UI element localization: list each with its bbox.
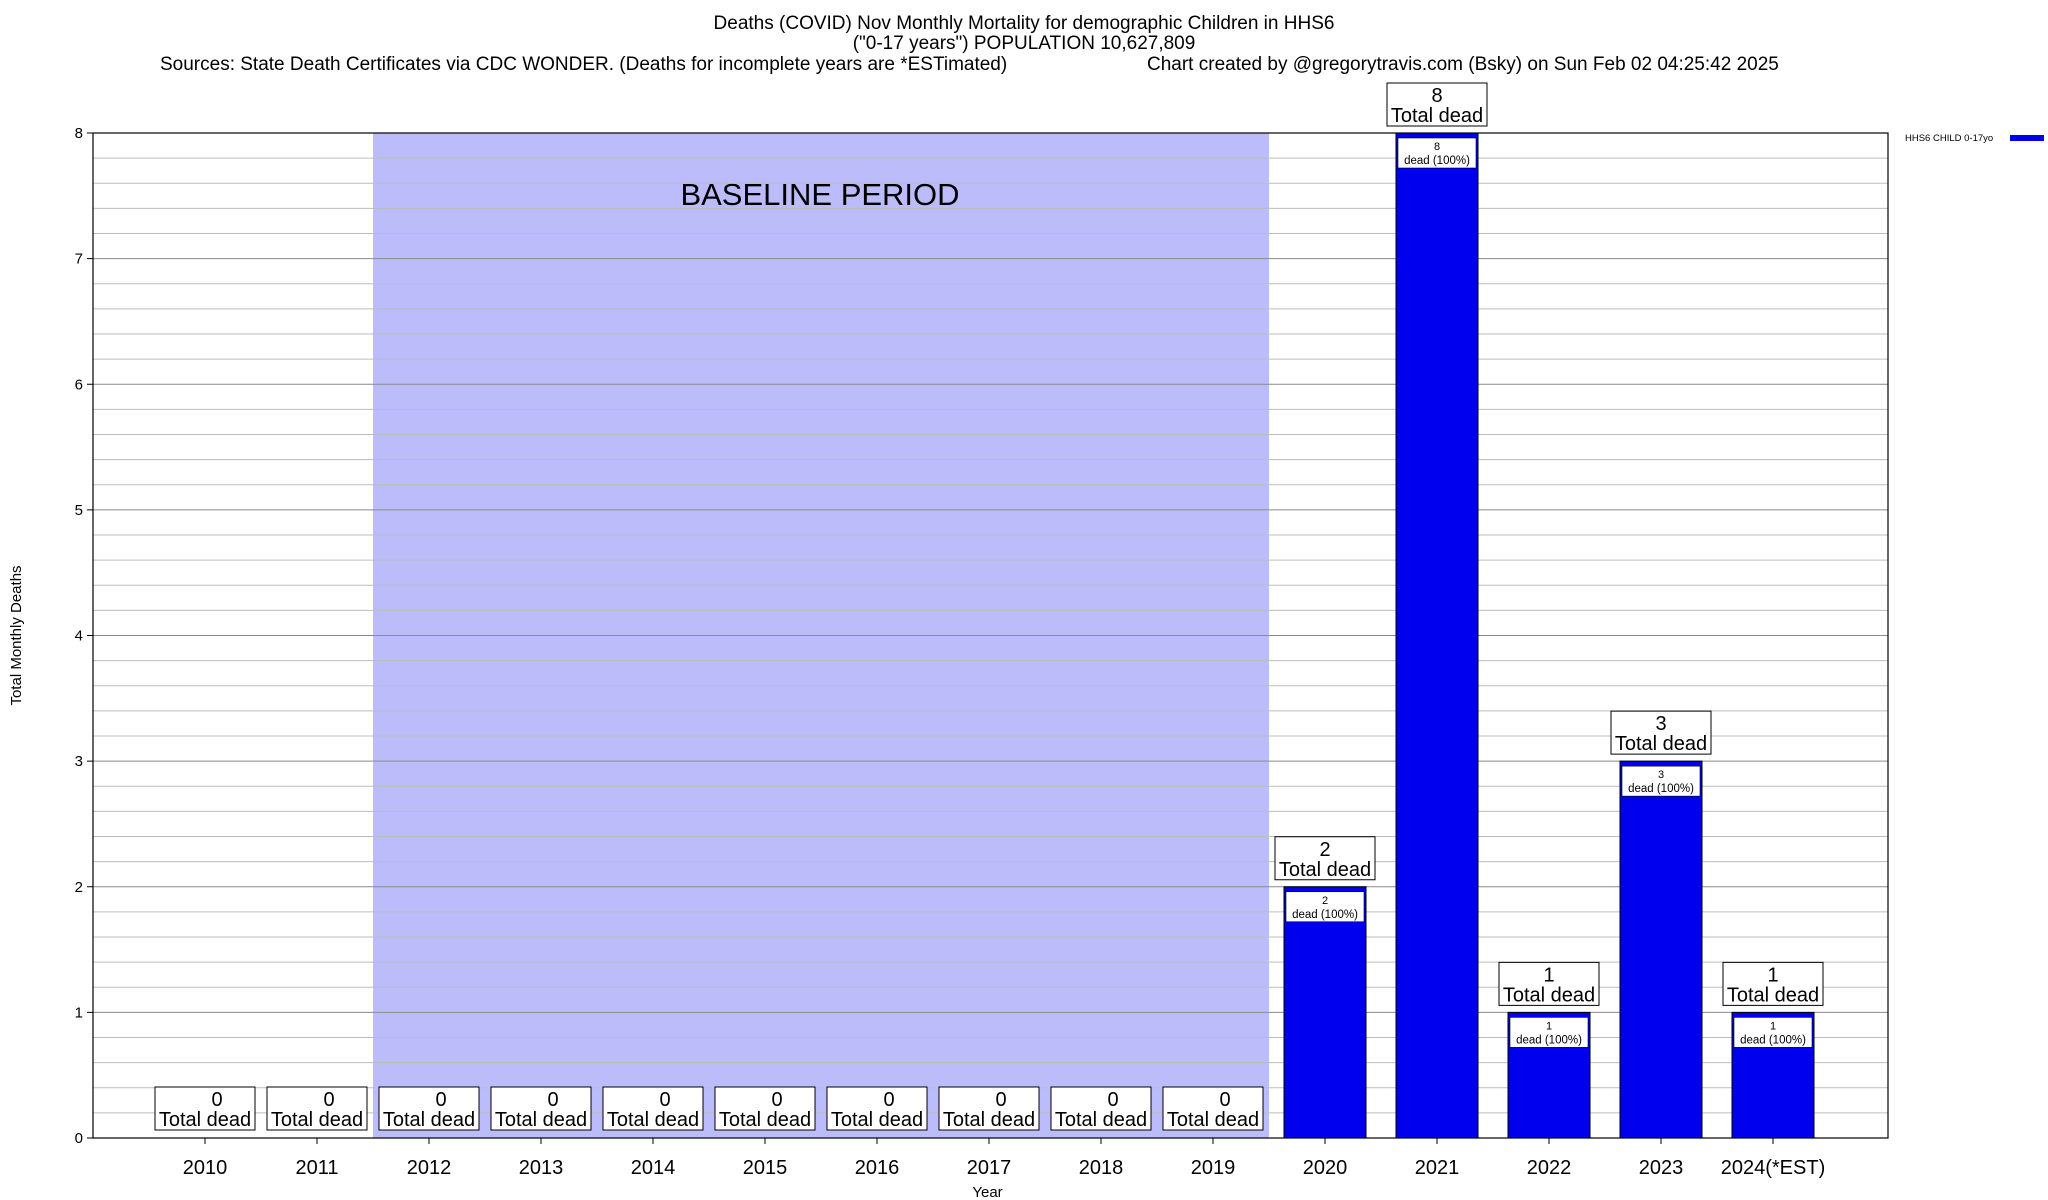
bar-inner-label-box: [1285, 891, 1365, 923]
total-dead-label: Total dead: [1055, 1109, 1147, 1131]
x-tick-label: 2011: [295, 1157, 338, 1179]
total-value-label: 0: [211, 1089, 222, 1111]
x-tick-label: 2012: [407, 1157, 452, 1179]
total-dead-label: Total dead: [1727, 984, 1819, 1006]
total-dead-label: Total dead: [1503, 984, 1595, 1006]
legend-label: HHS6 CHILD 0-17yo: [1905, 133, 1993, 144]
x-tick-label: 2014: [631, 1157, 676, 1179]
x-tick-label: 2016: [855, 1157, 900, 1179]
y-tick-label: 6: [75, 376, 83, 393]
total-label-box: [266, 1086, 368, 1131]
chart-title-line-2: ("0-17 years") POPULATION 10,627,809: [852, 33, 1196, 54]
x-tick-label: 2022: [1527, 1157, 1572, 1179]
bar-inner-label-box: [1397, 137, 1477, 169]
x-tick-label: 2021: [1415, 1157, 1460, 1179]
bar-inner-label-box: [1733, 1017, 1813, 1048]
chart-title: Deaths (COVID) Nov Monthly Mortality for…: [0, 14, 2048, 54]
total-value-label: 0: [1107, 1089, 1118, 1111]
y-tick-label: 8: [75, 125, 83, 142]
legend-swatch: [2010, 135, 2044, 141]
y-tick-label: 4: [75, 628, 83, 645]
bar: [1619, 760, 1703, 1139]
total-dead-label: Total dead: [159, 1109, 251, 1131]
y-tick-label: 0: [75, 1130, 83, 1147]
x-tick-label: 2019: [1191, 1157, 1236, 1179]
total-value-label: 0: [771, 1089, 782, 1111]
bar-inner-value-label: 3: [1658, 769, 1664, 781]
total-dead-label: Total dead: [607, 1109, 699, 1131]
bar-inner-percent-label: dead (100%): [1292, 909, 1358, 921]
y-tick-label: 7: [75, 251, 83, 268]
y-tick-label: 1: [75, 1004, 83, 1021]
x-tick-label: 2024(*EST): [1721, 1157, 1826, 1179]
total-value-label: 0: [323, 1089, 334, 1111]
total-label-box: [1722, 961, 1824, 1006]
total-value-label: 1: [1767, 964, 1778, 986]
total-value-label: 0: [1219, 1089, 1230, 1111]
total-value-label: 0: [995, 1089, 1006, 1111]
bar-inner-percent-label: dead (100%): [1628, 783, 1694, 795]
total-value-label: 2: [1319, 839, 1330, 861]
total-value-label: 0: [883, 1089, 894, 1111]
bar-inner-percent-label: dead (100%): [1516, 1034, 1582, 1046]
chart-source: Sources: State Death Certificates via CD…: [160, 54, 1008, 75]
x-tick-label: 2010: [183, 1157, 228, 1179]
x-axis-label: Year: [972, 1184, 1002, 1200]
total-dead-label: Total dead: [495, 1109, 587, 1131]
total-value-label: 0: [659, 1089, 670, 1111]
total-label-box: [602, 1086, 704, 1131]
total-dead-label: Total dead: [943, 1109, 1035, 1131]
chart-title-line-1: Deaths (COVID) Nov Monthly Mortality for…: [713, 13, 1335, 34]
bar-inner-label-box: [1621, 765, 1701, 797]
total-dead-label: Total dead: [1167, 1109, 1259, 1131]
bar-inner-value-label: 2: [1322, 895, 1328, 907]
total-value-label: 1: [1543, 964, 1554, 986]
y-axis-label: Total Monthly Deaths: [8, 565, 25, 705]
total-label-box: [1386, 82, 1488, 127]
total-label-box: [490, 1086, 592, 1131]
bar-inner-label-box: [1509, 1017, 1589, 1048]
x-tick-label: 2013: [519, 1157, 564, 1179]
total-dead-label: Total dead: [831, 1109, 923, 1131]
bar-inner-value-label: 1: [1770, 1020, 1776, 1032]
x-tick-label: 2017: [967, 1157, 1012, 1179]
baseline-period-label: BASELINE PERIOD: [680, 177, 959, 212]
y-tick-label: 3: [75, 753, 83, 770]
y-tick-label: 2: [75, 879, 83, 896]
bar-inner-value-label: 1: [1546, 1020, 1552, 1032]
total-label-box: [1274, 836, 1376, 881]
bar: [1283, 886, 1367, 1139]
total-value-label: 8: [1431, 85, 1442, 107]
x-tick-label: 2020: [1303, 1157, 1348, 1179]
total-label-box: [714, 1086, 816, 1131]
total-label-box: [938, 1086, 1040, 1131]
bar-inner-value-label: 8: [1434, 141, 1440, 153]
total-label-box: [1050, 1086, 1152, 1131]
total-dead-label: Total dead: [1279, 859, 1371, 881]
total-value-label: 0: [435, 1089, 446, 1111]
x-tick-label: 2015: [743, 1157, 788, 1179]
total-dead-label: Total dead: [383, 1109, 475, 1131]
total-label-box: [826, 1086, 928, 1131]
total-dead-label: Total dead: [1615, 733, 1707, 755]
chart-credit: Chart created by @gregorytravis.com (Bsk…: [1147, 54, 1779, 75]
x-tick-label: 2023: [1639, 1157, 1684, 1179]
total-label-box: [378, 1086, 480, 1131]
total-dead-label: Total dead: [271, 1109, 363, 1131]
total-dead-label: Total dead: [1391, 105, 1483, 127]
bar: [1395, 132, 1479, 1139]
plot-border: [92, 132, 1889, 1139]
total-value-label: 3: [1655, 713, 1666, 735]
total-label-box: [1610, 710, 1712, 755]
total-label-box: [1498, 961, 1600, 1006]
total-label-box: [1162, 1086, 1264, 1131]
total-value-label: 0: [547, 1089, 558, 1111]
x-tick-label: 2018: [1079, 1157, 1124, 1179]
y-tick-label: 5: [75, 502, 83, 519]
total-label-box: [154, 1086, 256, 1131]
bar-inner-percent-label: dead (100%): [1404, 155, 1470, 167]
total-dead-label: Total dead: [719, 1109, 811, 1131]
bar-inner-percent-label: dead (100%): [1740, 1034, 1806, 1046]
